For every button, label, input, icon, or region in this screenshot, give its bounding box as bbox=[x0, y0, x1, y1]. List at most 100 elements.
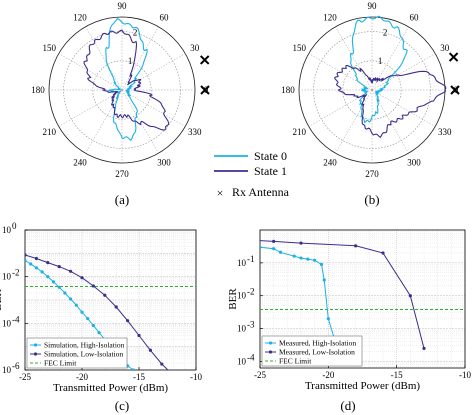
legend-box bbox=[26, 337, 128, 369]
angle-tick-label: 30 bbox=[190, 43, 200, 53]
angle-tick-label: 240 bbox=[73, 158, 87, 168]
x-axis-label: Transmitted Power (dBm) bbox=[305, 380, 420, 392]
rx-antenna-marker bbox=[199, 55, 210, 65]
angle-tick-label: 150 bbox=[43, 43, 57, 53]
x-tick-label: -20 bbox=[322, 370, 334, 380]
series-simulation-low-isolation bbox=[25, 253, 175, 377]
y-tick-exponent: -2 bbox=[12, 268, 20, 278]
data-point bbox=[292, 254, 296, 258]
data-point bbox=[57, 285, 61, 289]
data-point bbox=[319, 262, 324, 266]
data-point bbox=[40, 270, 44, 274]
angle-tick-label: 210 bbox=[43, 127, 57, 137]
legend-entry: Simulation, High-Isolation bbox=[44, 341, 125, 350]
polar-spoke bbox=[371, 89, 436, 127]
angle-tick-label: 120 bbox=[73, 12, 87, 22]
legend-entry: Simulation, Low-Isolation bbox=[44, 350, 123, 359]
data-point bbox=[114, 305, 118, 309]
data-point bbox=[131, 368, 135, 370]
y-tick-exponent: 0 bbox=[12, 221, 17, 231]
data-point bbox=[57, 265, 61, 269]
x-tick-label: -10 bbox=[459, 370, 471, 380]
polar-spoke bbox=[85, 89, 123, 154]
data-point bbox=[86, 316, 90, 321]
angle-tick-label: 30 bbox=[440, 43, 450, 53]
y-axis-label: BER bbox=[227, 288, 239, 310]
data-point bbox=[172, 374, 175, 377]
data-point bbox=[51, 280, 56, 284]
data-point bbox=[148, 348, 152, 352]
series-line bbox=[260, 246, 336, 342]
data-point bbox=[260, 245, 262, 249]
data-point bbox=[69, 269, 73, 273]
y-tick-label: 10 bbox=[237, 356, 247, 366]
y-tick-label: 10 bbox=[237, 258, 247, 268]
radial-tick-label: 1 bbox=[128, 56, 133, 66]
polar-series-state-0 bbox=[349, 15, 408, 124]
radial-tick-label: 1 bbox=[378, 56, 383, 66]
data-point bbox=[245, 238, 248, 241]
data-point bbox=[422, 346, 426, 350]
polar-spoke bbox=[121, 89, 159, 154]
y-tick-label: 10 bbox=[2, 225, 12, 235]
data-point bbox=[313, 258, 317, 262]
y-tick-exponent: -6 bbox=[12, 361, 20, 371]
angle-tick-label: 270 bbox=[115, 169, 129, 179]
angle-tick-label: 60 bbox=[160, 12, 170, 22]
y-tick-label: 10 bbox=[2, 365, 12, 375]
angle-tick-label: 300 bbox=[407, 158, 421, 168]
angle-tick-label: 60 bbox=[410, 12, 420, 22]
y-tick-exponent: -3 bbox=[247, 320, 255, 330]
y-tick-label: 10 bbox=[2, 272, 12, 282]
legend-box bbox=[261, 335, 363, 367]
data-point bbox=[381, 251, 385, 255]
legend-marker bbox=[33, 352, 38, 356]
panel-label: (a) bbox=[115, 192, 129, 207]
y-tick-label: 10 bbox=[2, 318, 12, 328]
data-point bbox=[160, 362, 164, 366]
legend-entry: State 0 bbox=[254, 149, 287, 163]
angle-tick-label: 180 bbox=[281, 85, 295, 95]
data-point bbox=[408, 294, 412, 298]
x-tick-label: -15 bbox=[391, 370, 403, 380]
legend-marker bbox=[268, 341, 273, 345]
plot-frame bbox=[24, 229, 197, 371]
data-point bbox=[25, 258, 27, 262]
series-line bbox=[260, 240, 425, 349]
data-point bbox=[34, 256, 39, 261]
radial-tick-label: 2 bbox=[383, 27, 388, 37]
data-point bbox=[354, 244, 358, 248]
polar-plot-a: 030609012015018021024027030033012 bbox=[31, 1, 210, 179]
polar-series-state-0 bbox=[105, 18, 148, 141]
angle-tick-label: 240 bbox=[323, 158, 337, 168]
polar-spoke bbox=[58, 89, 123, 127]
data-point bbox=[29, 262, 33, 266]
x-axis-label: Transmitted Power (dBm) bbox=[53, 382, 168, 394]
panel-label: (b) bbox=[364, 192, 379, 207]
legend-entry: Measured, High-Isolation bbox=[279, 339, 356, 348]
angle-tick-label: 210 bbox=[293, 127, 307, 137]
rx-antenna-marker bbox=[450, 85, 460, 95]
y-tick-exponent: -2 bbox=[247, 287, 255, 297]
legend-marker bbox=[33, 343, 38, 347]
series-measured-high-isolation bbox=[260, 245, 337, 344]
data-point bbox=[272, 247, 276, 251]
legend-entry: FEC Limit bbox=[279, 357, 312, 366]
data-point bbox=[306, 257, 310, 261]
data-point bbox=[278, 250, 283, 254]
radial-tick-label: 2 bbox=[133, 27, 138, 37]
x-tick-label: -25 bbox=[19, 372, 31, 382]
data-point bbox=[137, 333, 141, 338]
plot-frame bbox=[259, 229, 466, 369]
x-tick-label: -15 bbox=[133, 372, 145, 382]
y-tick-exponent: -4 bbox=[12, 314, 20, 324]
angle-tick-label: 120 bbox=[323, 12, 337, 22]
series-line bbox=[25, 254, 169, 370]
data-point bbox=[46, 275, 50, 279]
data-point bbox=[322, 278, 326, 282]
